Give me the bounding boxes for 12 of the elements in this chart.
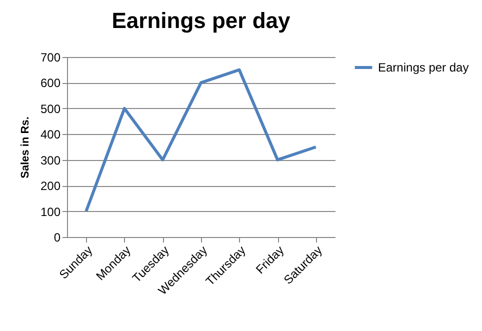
y-tick-label: 700 [40,50,61,64]
line-series [84,68,318,213]
y-tick-label: 200 [40,179,61,194]
y-tick-label: 100 [40,204,61,219]
chart-title: Earnings per day [112,8,292,33]
y-axis-title: Sales in Rs. [19,116,32,178]
y-tick-label: 500 [40,102,61,116]
y-tick-label: 600 [40,76,61,90]
y-tick-label: 0 [54,230,61,244]
y-tick-label: 400 [40,128,61,142]
y-tick-label: 300 [40,153,61,168]
legend-label: Earnings per day [378,60,469,74]
